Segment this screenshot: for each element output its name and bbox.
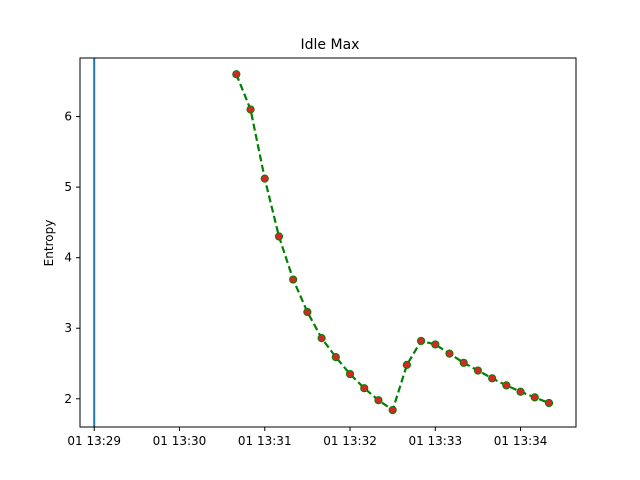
data-point bbox=[345, 369, 355, 379]
data-point bbox=[459, 358, 468, 367]
data-point bbox=[516, 387, 525, 396]
data-point bbox=[260, 174, 269, 183]
data-point bbox=[502, 381, 511, 390]
data-point bbox=[317, 334, 326, 343]
y-tick-label: 3 bbox=[64, 321, 72, 335]
chart-title: Idle Max bbox=[301, 37, 360, 53]
data-point bbox=[246, 105, 255, 114]
x-tick-label: 01 13:34 bbox=[494, 434, 548, 448]
data-point bbox=[402, 360, 411, 370]
x-tick-label: 01 13:33 bbox=[408, 434, 462, 448]
y-tick-label: 5 bbox=[64, 180, 72, 194]
data-point bbox=[544, 398, 554, 408]
data-point bbox=[360, 384, 369, 393]
x-tick-label: 01 13:32 bbox=[323, 434, 377, 448]
plot-frame bbox=[79, 57, 577, 428]
data-point bbox=[530, 393, 539, 402]
y-axis-label: Entropy bbox=[42, 220, 56, 267]
data-point bbox=[416, 336, 426, 346]
x-tick-label: 01 13:29 bbox=[67, 434, 121, 448]
plot-area bbox=[93, 58, 554, 427]
data-point bbox=[488, 374, 497, 383]
y-tick-label: 4 bbox=[64, 251, 72, 265]
data-point bbox=[388, 405, 397, 415]
data-point bbox=[445, 349, 454, 358]
y-tick-label: 2 bbox=[64, 392, 72, 406]
x-tick-label: 01 13:30 bbox=[153, 434, 207, 448]
y-tick-label: 6 bbox=[64, 110, 72, 124]
x-tick-label: 01 13:31 bbox=[238, 434, 292, 448]
data-point bbox=[331, 353, 340, 362]
data-point bbox=[289, 275, 298, 284]
data-point bbox=[431, 340, 440, 349]
axis-ticks: 01 13:29 01 13:30 01 13:31 01 13:32 01 13:33… bbox=[64, 110, 547, 448]
data-point bbox=[374, 396, 383, 405]
data-point bbox=[303, 307, 312, 317]
data-point bbox=[274, 232, 284, 241]
data-point bbox=[473, 366, 483, 375]
data-point bbox=[232, 70, 241, 79]
